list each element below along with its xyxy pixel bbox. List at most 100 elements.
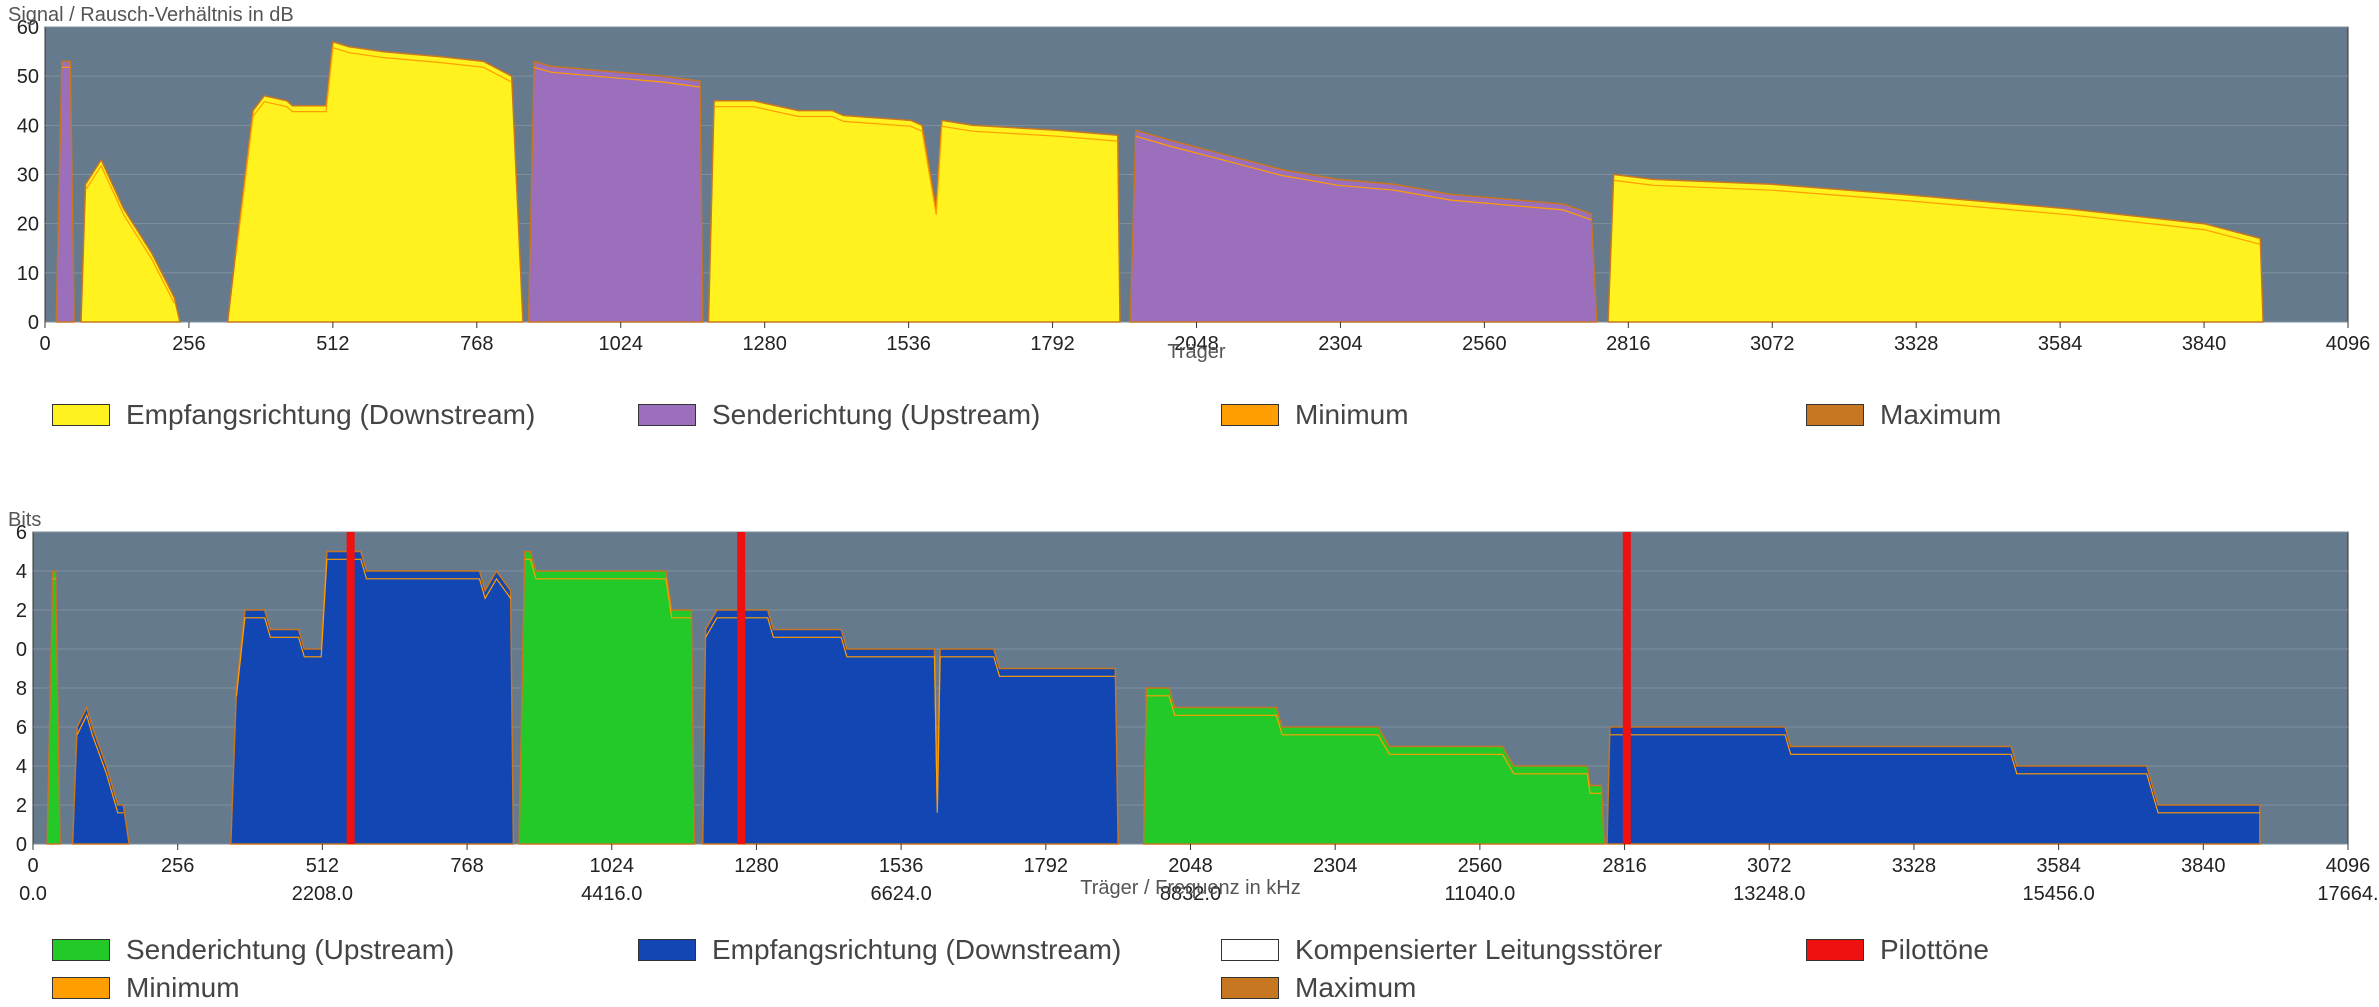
legend-label-compensated: Kompensierter Leitungsstörer	[1295, 934, 1663, 965]
series-area-downstream-bits	[701, 609, 1119, 845]
legend-item-minimum-bits: Minimum	[52, 970, 240, 1006]
series-area-downstream-snr	[1607, 173, 2264, 323]
y-tick-label: 40	[17, 115, 39, 137]
minimum-line	[235, 558, 512, 696]
minimum-line	[1613, 179, 2261, 245]
series-area-downstream-bits	[1606, 726, 2261, 845]
x-tick-label: 1792	[1024, 855, 1069, 877]
pilot-swatch	[1806, 939, 1864, 961]
x-tick-label: 3072	[1750, 333, 1795, 355]
x-tick-label: 1280	[742, 333, 787, 355]
legend-label-pilot: Pilottöne	[1880, 934, 1989, 965]
x-tick-label: 3584	[2036, 855, 2081, 877]
upstream-bits-swatch	[52, 939, 110, 961]
freq-tick-label: 13248.0	[1733, 883, 1805, 900]
x-tick-label: 3840	[2182, 333, 2227, 355]
x-tick-label: 2816	[1606, 333, 1651, 355]
x-tick-label: 2304	[1313, 855, 1358, 877]
y-tick-label: 0	[16, 834, 27, 856]
y-axis-title: Signal / Rausch-Verhältnis in dB	[8, 4, 294, 26]
x-tick-label: 0	[39, 333, 50, 355]
x-tick-label: 2304	[1318, 333, 1363, 355]
minimum-line	[84, 164, 175, 304]
legend-label-upstream-bits: Senderichtung (Upstream)	[126, 934, 455, 965]
legend-item-compensated: Kompensierter Leitungsstörer	[1221, 932, 1662, 968]
x-tick-label: 768	[450, 855, 483, 877]
minimum-line	[714, 106, 1118, 215]
bits-legend-row2: Minimum Maximum	[0, 970, 2379, 1006]
x-tick-label: 1024	[599, 333, 644, 355]
freq-tick-label: 4416.0	[581, 883, 642, 900]
y-tick-label: 4	[16, 756, 27, 778]
minimum-line	[1146, 695, 1602, 794]
x-tick-label: 256	[161, 855, 194, 877]
legend-label-upstream: Senderichtung (Upstream)	[712, 399, 1041, 430]
y-axis-title: Bits	[8, 509, 41, 531]
y-tick-label: 8	[16, 678, 27, 700]
series-area-upstream-snr	[55, 60, 75, 323]
snr-legend: Empfangsrichtung (Downstream) Sendericht…	[0, 397, 2379, 433]
legend-item-upstream-bits: Senderichtung (Upstream)	[52, 932, 454, 968]
legend-label-maximum: Maximum	[1880, 399, 2002, 430]
x-tick-label: 3328	[1892, 855, 1937, 877]
minimum-line	[1135, 135, 1592, 221]
minimum-line	[76, 713, 124, 814]
legend-label-minimum: Minimum	[1295, 399, 1409, 430]
maximum-swatch	[1806, 404, 1864, 426]
y-tick-label: 0	[28, 312, 39, 334]
compensated-swatch	[1221, 939, 1279, 961]
x-tick-label: 0	[27, 855, 38, 877]
x-tick-label: 512	[316, 333, 349, 355]
x-axis-title: Träger	[1167, 341, 1226, 363]
x-tick-label: 4096	[2326, 855, 2371, 877]
freq-tick-label: 8832.0	[1160, 883, 1221, 900]
legend-label-downstream-bits: Empfangsrichtung (Downstream)	[712, 934, 1122, 965]
freq-tick-label: 17664.	[2317, 883, 2378, 900]
freq-tick-label: 0.0	[19, 883, 47, 900]
x-tick-label: 256	[172, 333, 205, 355]
y-tick-label: 10	[17, 263, 39, 285]
x-tick-label: 2048	[1174, 333, 1219, 355]
minimum-swatch	[1221, 404, 1279, 426]
legend-label-maximum-bits: Maximum	[1295, 972, 1417, 1003]
bits-chart: 0 2 4 6 8 0 2 4 6 0 256 512 768 1024 1280 1536 1792 2048 2…	[8, 509, 2379, 900]
legend-item-pilot: Pilottöne	[1806, 932, 1989, 968]
freq-tick-label: 2208.0	[292, 883, 353, 900]
x-tick-label: 3328	[1894, 333, 1939, 355]
y-tick-label: 6	[16, 717, 27, 739]
series-area-upstream-bits	[46, 570, 61, 845]
series-area-downstream-snr	[707, 100, 1121, 323]
downstream-swatch	[52, 404, 110, 426]
downstream-bits-swatch	[638, 939, 696, 961]
freq-tick-label: 15456.0	[2022, 883, 2094, 900]
y-tick-label: 20	[17, 214, 39, 236]
legend-item-maximum-bits: Maximum	[1221, 970, 1416, 1006]
x-tick-label: 3072	[1747, 855, 1792, 877]
legend-item-maximum: Maximum	[1806, 397, 2001, 433]
series-area-upstream-bits	[1142, 687, 1605, 845]
x-tick-label: 2560	[1458, 855, 1503, 877]
x-tick-label: 2560	[1462, 333, 1507, 355]
snr-chart: 0 10 20 30 40 50 60 0 256 512 768 1024 1280 1536 1792 2…	[8, 4, 2370, 363]
minimum-line	[1609, 734, 2260, 814]
y-tick-label: 0	[16, 639, 27, 661]
minimum-line	[534, 66, 701, 88]
y-tick-label: 60	[17, 17, 39, 39]
legend-item-downstream: Empfangsrichtung (Downstream)	[52, 397, 535, 433]
series-area-upstream-snr	[527, 60, 704, 323]
legend-label-minimum-bits: Minimum	[126, 972, 240, 1003]
x-tick-label: 3840	[2181, 855, 2226, 877]
freq-tick-label: 11040.0	[1444, 883, 1515, 900]
minimum-line	[705, 617, 1116, 813]
minimum-bits-swatch	[52, 977, 110, 999]
y-tick-label: 2	[16, 795, 27, 817]
series-area-upstream-snr	[1129, 129, 1598, 323]
y-tick-label: 6	[16, 522, 27, 544]
legend-item-downstream-bits: Empfangsrichtung (Downstream)	[638, 932, 1121, 968]
freq-tick-label: 6624.0	[871, 883, 932, 900]
x-axis-title: Träger / Frequenz in kHz	[1080, 877, 1300, 899]
y-tick-label: 50	[17, 66, 39, 88]
upstream-swatch	[638, 404, 696, 426]
series-area-downstream-bits	[230, 550, 515, 845]
y-tick-label: 2	[16, 600, 27, 622]
